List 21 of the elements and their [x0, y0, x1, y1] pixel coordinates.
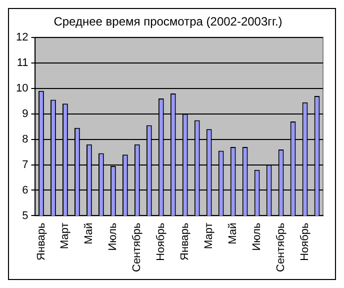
y-tick-label: 5	[22, 210, 28, 222]
x-tick-label: Сентябрь	[275, 222, 288, 272]
x-tick-label: Март	[59, 222, 72, 250]
x-tick-label: Май	[83, 222, 96, 244]
y-tick-label: 8	[22, 133, 28, 146]
x-tick-label: Март	[203, 222, 216, 250]
x-tick-label: Январь	[35, 222, 48, 260]
x-tick-label: Ноябрь	[155, 222, 168, 261]
x-tick-label: Сентябрь	[131, 222, 144, 272]
x-tick-label: Июль	[251, 222, 264, 251]
y-tick-label: 7	[22, 158, 28, 171]
y-tick-label: 6	[22, 184, 28, 196]
y-tick-label: 11	[16, 56, 28, 69]
y-tick-label: 12	[16, 31, 28, 44]
y-tick-label: 9	[22, 108, 28, 120]
y-tick-label: 10	[16, 82, 28, 94]
chart-title: Среднее время просмотра (2002-2003гг.)	[54, 14, 282, 29]
x-tick-label: Январь	[179, 222, 192, 260]
x-tick-label: Июль	[107, 222, 120, 251]
x-tick-label: Ноябрь	[299, 222, 312, 261]
x-tick-label: Май	[227, 222, 240, 244]
